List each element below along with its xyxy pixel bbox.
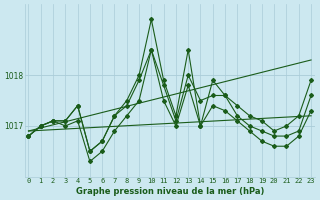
X-axis label: Graphe pression niveau de la mer (hPa): Graphe pression niveau de la mer (hPa) [76,187,264,196]
